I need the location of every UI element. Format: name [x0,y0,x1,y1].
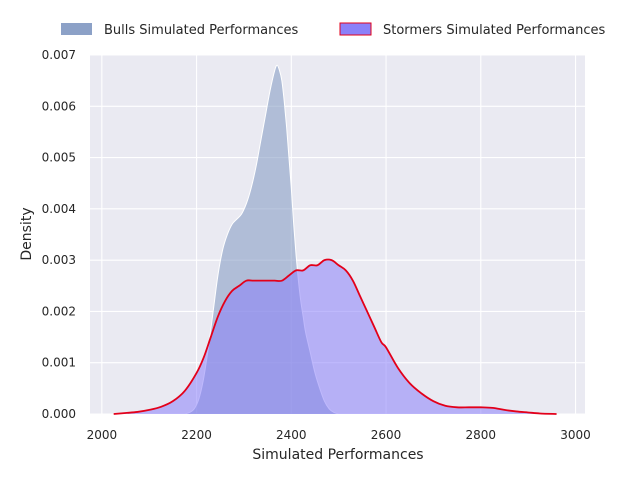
y-tick-label: 0.002 [42,304,76,318]
x-tick-label: 2400 [276,428,307,442]
density-line-stormers [113,258,557,415]
y-tick-label: 0.007 [42,48,76,62]
y-tick-label: 0.003 [42,253,76,267]
legend-label-stormers: Stormers Simulated Performances [383,23,606,38]
x-tick-label: 3000 [560,428,591,442]
x-axis-label: Simulated Performances [252,447,423,463]
legend-label-bulls: Bulls Simulated Performances [104,23,298,38]
tick-labels: 2000 2200 2400 2600 2800 3000 0.000 0.001 0.002 0… [42,48,591,442]
y-tick-label: 0.004 [42,202,76,216]
legend: Bulls Simulated Performances Stormers Si… [61,22,606,38]
y-axis-label: Density [19,207,35,260]
legend-swatch-stormers [339,22,372,36]
x-tick-label: 2000 [87,428,118,442]
legend-swatch-bulls [61,23,92,35]
x-tick-label: 2200 [181,428,212,442]
y-tick-label: 0.006 [42,99,76,113]
area-stormers [113,259,557,414]
y-tick-label: 0.000 [42,407,76,421]
x-tick-label: 2800 [466,428,497,442]
y-tick-label: 0.005 [42,151,76,165]
series-layer [113,64,557,415]
y-tick-label: 0.001 [42,356,76,370]
x-tick-label: 2600 [371,428,402,442]
